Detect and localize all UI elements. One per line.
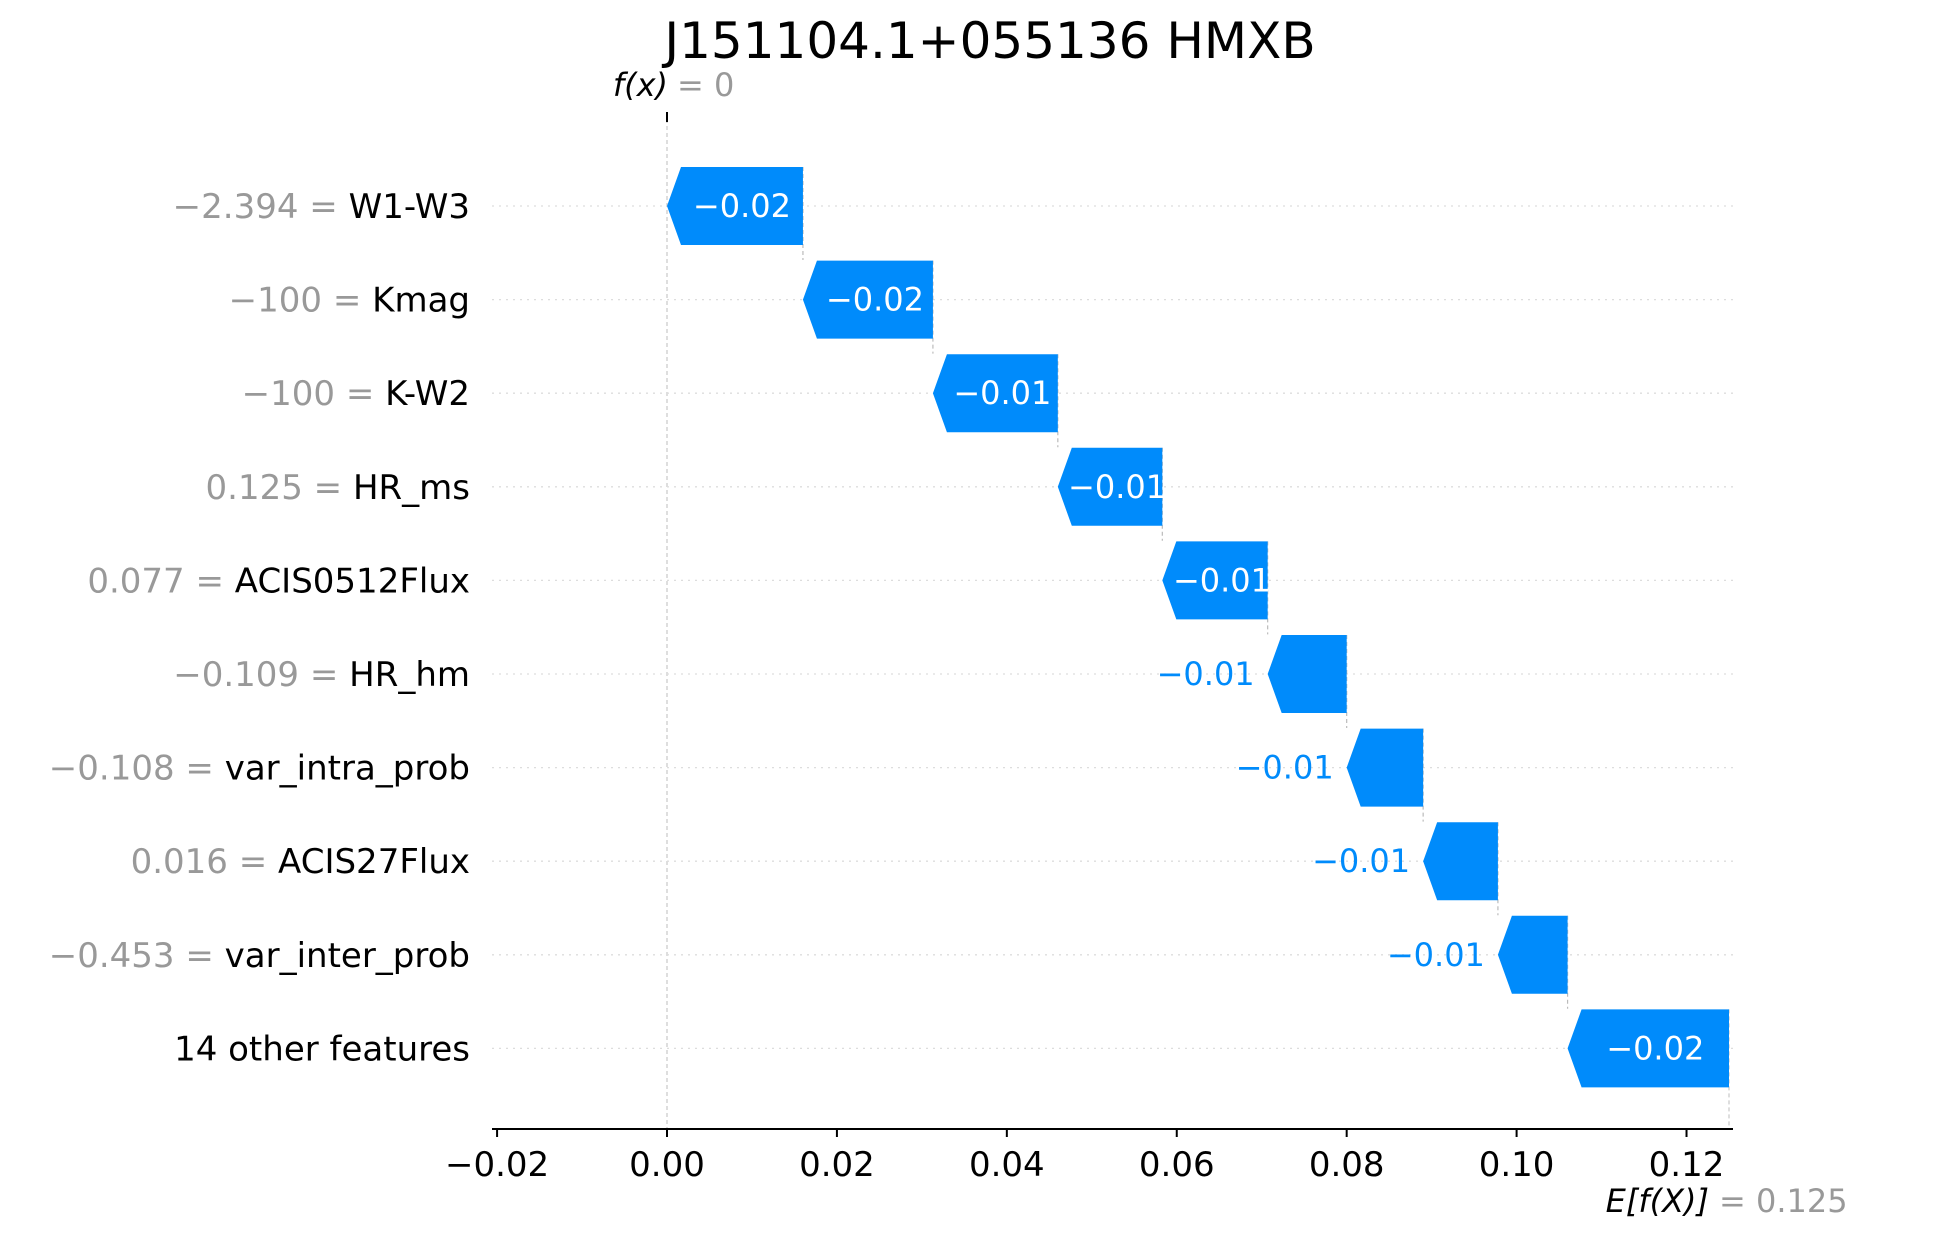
- bar-value-label: −0.01: [1387, 936, 1485, 974]
- feature-value: −0.453 =: [49, 936, 225, 976]
- feature-value: 0.125 =: [206, 468, 353, 508]
- feature-name: K-W2: [385, 374, 470, 414]
- efx-name: E[f(X)]: [1606, 1182, 1709, 1220]
- chart-title: J151104.1+055136 HMXB: [661, 12, 1315, 70]
- waterfall-bar: [1346, 728, 1424, 807]
- feature-labels: −2.394 = W1-W3−100 = Kmag−100 = K-W20.12…: [49, 187, 470, 1069]
- waterfall-bar: [802, 260, 933, 339]
- waterfall-bar: [1497, 915, 1568, 994]
- feature-name: W1-W3: [349, 187, 470, 227]
- feature-label: −0.109 = HR_hm: [173, 655, 470, 695]
- fx-label: f(x) = 0: [613, 66, 735, 104]
- feature-name: HR_hm: [349, 655, 470, 695]
- x-tick-label: 0.00: [629, 1145, 705, 1185]
- fx-name: f(x): [613, 66, 668, 104]
- waterfall-bar: [932, 354, 1058, 433]
- waterfall-bar: [1162, 541, 1268, 620]
- bar-value-label: −0.02: [826, 281, 924, 319]
- bars: −0.02 −0.02 −0.01 −0.01 −0.01 −0.01 −0.01 −0.01…: [667, 167, 1729, 1088]
- feature-name: var_intra_prob: [225, 749, 470, 789]
- waterfall-bar: [1567, 1009, 1729, 1088]
- feature-label: 0.016 = ACIS27Flux: [131, 842, 470, 882]
- feature-label: −100 = Kmag: [229, 281, 470, 321]
- x-axis: −0.02 0.00 0.02 0.04 0.06 0.08 0.10 0.12: [445, 1128, 1733, 1185]
- x-tick-label: 0.12: [1649, 1145, 1725, 1185]
- x-tick-label: −0.02: [445, 1145, 549, 1185]
- bar-value-label: −0.02: [693, 187, 791, 225]
- bar-value-label: −0.01: [1068, 468, 1166, 506]
- feature-label: −0.108 = var_intra_prob: [49, 749, 470, 789]
- bar-value-label: −0.01: [953, 374, 1051, 412]
- feature-value: 0.016 =: [131, 842, 278, 882]
- feature-label: 0.125 = HR_ms: [206, 468, 470, 508]
- feature-value: −100 =: [242, 374, 386, 414]
- efx-value: = 0.125: [1719, 1182, 1848, 1220]
- x-tick-label: 0.10: [1479, 1145, 1555, 1185]
- waterfall-bar: [1423, 822, 1498, 901]
- feature-value: 0.077 =: [87, 561, 234, 601]
- bar-value-label: −0.01: [1236, 749, 1334, 787]
- bar-value-label: −0.01: [1312, 842, 1410, 880]
- feature-label: 0.077 = ACIS0512Flux: [87, 561, 470, 601]
- bar-value-label: −0.02: [1606, 1029, 1704, 1067]
- feature-name: ACIS0512Flux: [235, 561, 470, 601]
- waterfall-bar: [1057, 447, 1163, 526]
- feature-name: ACIS27Flux: [278, 842, 470, 882]
- x-tick-label: 0.08: [1309, 1145, 1385, 1185]
- feature-label: −100 = K-W2: [242, 374, 470, 414]
- feature-label: −0.453 = var_inter_prob: [49, 936, 470, 976]
- waterfall-bar: [1267, 635, 1347, 713]
- feature-label: −2.394 = W1-W3: [173, 187, 470, 227]
- fx-value: = 0: [677, 66, 734, 104]
- bar-value-label: −0.01: [1157, 655, 1255, 693]
- feature-value: −0.109 =: [173, 655, 349, 695]
- feature-name: HR_ms: [353, 468, 470, 508]
- feature-name: var_inter_prob: [225, 936, 470, 976]
- bar-value-label: −0.01: [1173, 561, 1271, 599]
- efx-label: E[f(X)] = 0.125: [1606, 1182, 1848, 1220]
- x-tick-label: 0.04: [969, 1145, 1045, 1185]
- feature-label: 14 other features: [174, 1029, 470, 1069]
- feature-name: 14 other features: [174, 1029, 470, 1069]
- feature-value: −0.108 =: [49, 749, 225, 789]
- x-tick-label: 0.06: [1139, 1145, 1215, 1185]
- feature-value: −100 =: [229, 281, 373, 321]
- x-tick-label: 0.02: [799, 1145, 875, 1185]
- feature-name: Kmag: [372, 281, 470, 321]
- waterfall-bar: [667, 167, 803, 245]
- feature-value: −2.394 =: [173, 187, 349, 227]
